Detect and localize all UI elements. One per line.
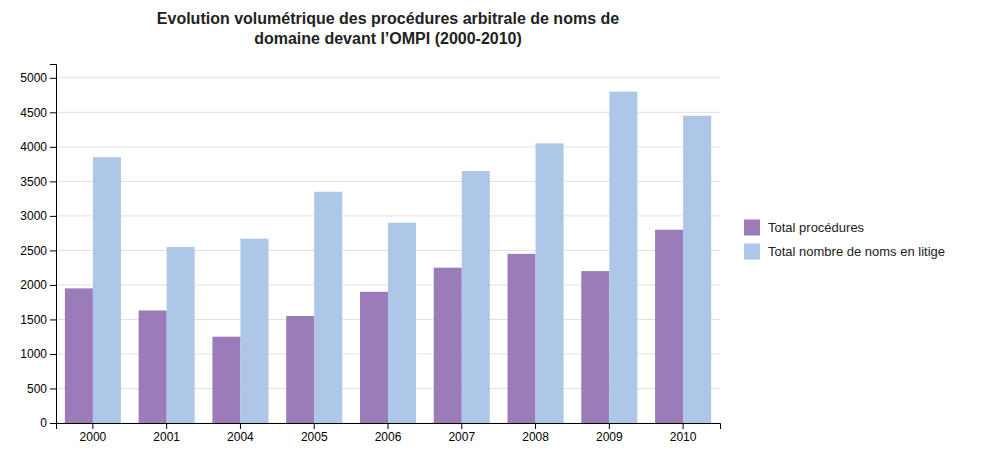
y-tick: 0: [40, 416, 56, 430]
title-line: Evolution volumétrique des procédures ar…: [157, 10, 619, 27]
legend-item: Total procédures: [744, 220, 865, 236]
x-tick: 2008: [522, 423, 549, 444]
x-tick-mark: [461, 423, 462, 429]
y-tick-label: 2000: [20, 278, 47, 292]
y-tick-mark: [50, 112, 56, 113]
legend-swatch: [744, 220, 760, 236]
bar: [167, 247, 195, 423]
x-tick: 2009: [596, 423, 623, 444]
y-tick-label: 2500: [20, 244, 47, 258]
x-tick-mark: [609, 423, 610, 429]
y-tick: 3500: [20, 175, 56, 189]
x-tick-mark: [166, 423, 167, 429]
x-tick-mark: [314, 423, 315, 429]
y-tick: 3000: [20, 209, 56, 223]
x-tick-label: 2005: [301, 430, 328, 444]
bar: [93, 157, 121, 423]
y-tick: 2500: [20, 244, 56, 258]
x-tick-label: 2000: [80, 430, 107, 444]
title-line: domaine devant l’OMPI (2000-2010): [254, 30, 522, 47]
x-tick-label: 2010: [670, 430, 697, 444]
bar: [508, 254, 536, 423]
grid-line: [56, 77, 720, 78]
bar: [139, 310, 167, 423]
y-tick-label: 1000: [20, 347, 47, 361]
y-tick-mark: [50, 181, 56, 182]
y-tick-mark: [50, 319, 56, 320]
bar: [240, 239, 268, 423]
bar: [581, 271, 609, 423]
y-tick-label: 500: [27, 382, 47, 396]
x-tick-mark: [388, 423, 389, 429]
bar: [434, 268, 462, 423]
x-tick-label: 2004: [227, 430, 254, 444]
bars: [65, 92, 711, 423]
y-tick-mark: [50, 388, 56, 389]
y-tick-label: 5000: [20, 71, 47, 85]
y-tick: 500: [27, 382, 56, 396]
legend-label: Total nombre de noms en litige: [768, 244, 945, 259]
bar: [462, 171, 490, 423]
legend-item: Total nombre de noms en litige: [744, 244, 945, 260]
y-tick-label: 1500: [20, 313, 47, 327]
y-tick: 1000: [20, 347, 56, 361]
legend-swatch: [744, 244, 760, 260]
bar: [65, 288, 93, 423]
y-tick-label: 4000: [20, 140, 47, 154]
y-tick: 4500: [20, 106, 56, 120]
x-tick-mark: [683, 423, 684, 429]
x-tick: 2004: [227, 423, 254, 444]
x-tick: 2007: [448, 423, 475, 444]
chart: 0 500 1000 1500 2000 2500 3000 3500 4000 4500 5000…: [0, 0, 990, 459]
bar: [286, 316, 314, 423]
x-tick-mark: [535, 423, 536, 429]
y-tick-mark: [50, 78, 56, 79]
x-tick: 2001: [153, 423, 180, 444]
x-tick: 2000: [80, 423, 107, 444]
y-tick-label: 0: [40, 416, 47, 430]
bar: [655, 230, 683, 423]
x-tick: 2005: [301, 423, 328, 444]
y-tick-mark: [50, 354, 56, 355]
x-tick-label: 2006: [375, 430, 402, 444]
y-axis: 0 500 1000 1500 2000 2500 3000 3500 4000 4500 5000: [20, 65, 56, 431]
y-tick-mark: [50, 216, 56, 217]
bar: [388, 223, 416, 423]
bar-series: [93, 92, 711, 423]
y-tick-mark: [50, 250, 56, 251]
y-tick: 5000: [20, 71, 56, 85]
x-tick-label: 2007: [448, 430, 475, 444]
legend-label: Total procédures: [768, 220, 865, 235]
legend: Total procédures Total nombre de noms en …: [744, 220, 945, 260]
bar: [212, 337, 240, 423]
y-axis-line: [50, 65, 57, 424]
y-tick-label: 3500: [20, 175, 47, 189]
x-axis-line: [57, 424, 721, 430]
bar: [536, 143, 564, 423]
bar-series: [65, 230, 683, 423]
x-axis: 2000 2001 2004 2005 2006 2007 2008 2009 2010: [57, 423, 721, 444]
title: Evolution volumétrique des procédures ar…: [157, 10, 619, 47]
y-tick: 4000: [20, 140, 56, 154]
x-tick-mark: [92, 423, 93, 429]
y-tick-mark: [50, 423, 56, 424]
y-tick-mark: [50, 147, 56, 148]
plot-area: 0 500 1000 1500 2000 2500 3000 3500 4000 4500 5000…: [20, 65, 720, 444]
x-tick: 2010: [670, 423, 697, 444]
x-tick-mark: [240, 423, 241, 429]
x-tick-label: 2001: [153, 430, 180, 444]
x-tick-label: 2008: [522, 430, 549, 444]
x-tick: 2006: [375, 423, 402, 444]
grid: [56, 78, 720, 423]
y-tick-label: 3000: [20, 209, 47, 223]
y-tick-mark: [50, 285, 56, 286]
bar: [360, 292, 388, 423]
bar: [683, 116, 711, 423]
y-tick-label: 4500: [20, 106, 47, 120]
y-tick: 2000: [20, 278, 56, 292]
x-tick-label: 2009: [596, 430, 623, 444]
bar: [314, 192, 342, 423]
y-tick: 1500: [20, 313, 56, 327]
bar: [609, 92, 637, 423]
